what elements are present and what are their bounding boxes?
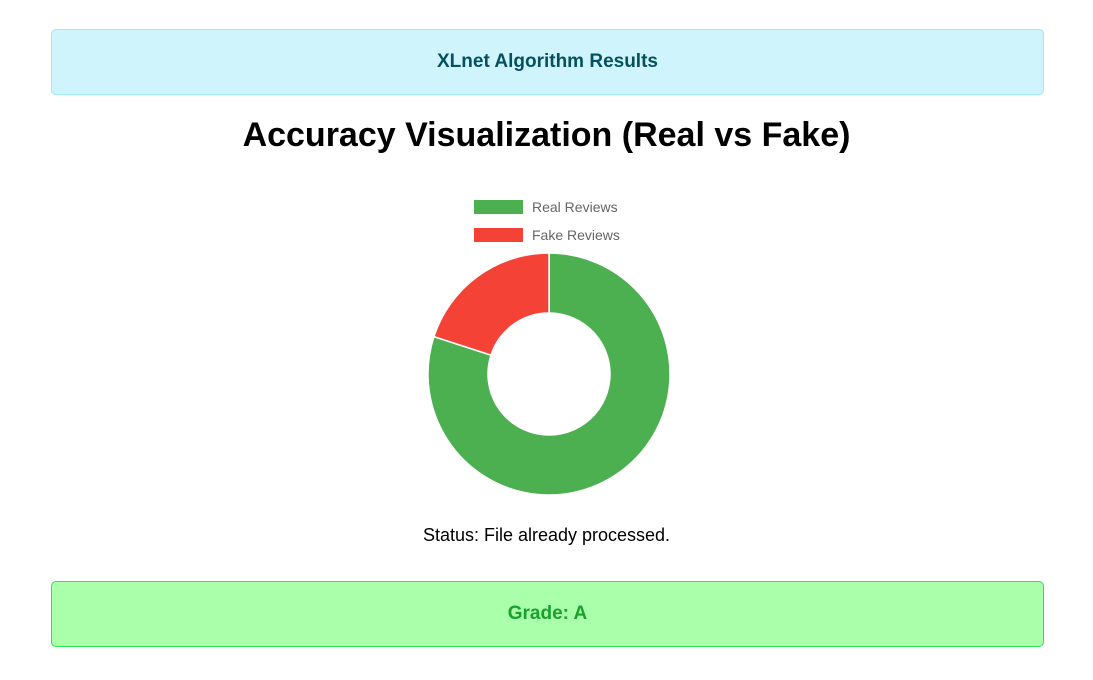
legend-item[interactable]: Real Reviews	[474, 193, 674, 221]
chart-legend: Real Reviews Fake Reviews	[474, 193, 674, 249]
chart-slice-fake-reviews[interactable]	[432, 252, 550, 357]
grade-label: Grade: A	[507, 603, 588, 624]
grade-banner: Grade: A	[51, 581, 1044, 647]
chart-heading: Accuracy Visualization (Real vs Fake)	[242, 116, 851, 154]
legend-swatch	[474, 200, 523, 214]
status-text: Status: File already processed.	[422, 525, 671, 545]
accuracy-doughnut-chart	[427, 252, 671, 496]
legend-item[interactable]: Fake Reviews	[474, 221, 674, 249]
results-banner: XLnet Algorithm Results	[51, 29, 1044, 95]
legend-label: Real Reviews	[532, 199, 618, 215]
results-title: XLnet Algorithm Results	[437, 51, 658, 72]
legend-swatch	[474, 228, 523, 242]
legend-label: Fake Reviews	[532, 227, 620, 243]
chart-slice-real-reviews[interactable]	[427, 252, 671, 496]
